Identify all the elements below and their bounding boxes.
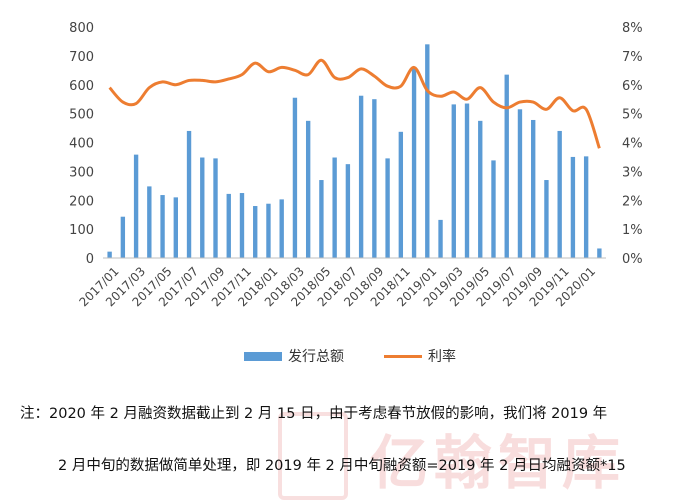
bar xyxy=(358,95,364,258)
bar xyxy=(597,248,602,258)
bar xyxy=(557,130,562,258)
y-left-tick-label: 500 xyxy=(69,108,94,123)
bar xyxy=(345,164,351,258)
bar xyxy=(398,131,404,258)
bar xyxy=(305,120,311,258)
y-left-tick-label: 800 xyxy=(69,21,94,36)
bar xyxy=(504,74,509,258)
note-line-2: 2 月中旬的数据做简单处理，即 2019 年 2 月中旬融资额=2019 年 2… xyxy=(58,458,626,474)
bar xyxy=(120,216,126,258)
legend-label-line: 利率 xyxy=(428,349,456,365)
bar xyxy=(464,103,470,258)
y-right-tick-label: 0% xyxy=(622,252,643,267)
bar xyxy=(332,157,337,258)
bar xyxy=(200,157,205,258)
bar xyxy=(425,44,430,259)
bar xyxy=(239,193,245,258)
bar xyxy=(186,130,192,258)
y-left-tick-label: 600 xyxy=(69,79,94,94)
bar xyxy=(253,206,258,258)
legend-swatch-line xyxy=(384,354,422,358)
y-right-tick-label: 7% xyxy=(622,50,643,65)
y-right-tick-label: 5% xyxy=(622,108,643,123)
bar xyxy=(544,180,549,258)
y-right-tick-label: 1% xyxy=(622,223,643,238)
bar xyxy=(292,97,298,259)
legend-swatch-bar xyxy=(244,351,282,361)
legend: 发行总额 利率 xyxy=(0,346,700,366)
y-left-tick-label: 400 xyxy=(69,137,94,152)
bar xyxy=(385,158,390,258)
y-right-tick-label: 4% xyxy=(622,137,643,152)
line-series xyxy=(108,58,601,149)
bar xyxy=(133,154,139,258)
chart: 0 100 200 300 400 500 600 700 800 0% 1% 2% 3% 4% 5% 6%… xyxy=(69,21,643,309)
y-right-tick-label: 6% xyxy=(622,79,643,94)
y-left-tick-label: 300 xyxy=(69,165,94,180)
bar xyxy=(491,160,496,258)
bar xyxy=(107,251,112,258)
bar xyxy=(531,119,536,258)
legend-item-line: 利率 xyxy=(384,346,456,366)
legend-item-bar: 发行总额 xyxy=(244,346,344,366)
bar xyxy=(213,158,218,258)
x-axis-ticks: 2017/012017/032017/052017/072017/092017/… xyxy=(77,264,599,309)
bar xyxy=(173,197,178,258)
y-left-tick-label: 0 xyxy=(86,252,94,267)
bar xyxy=(478,120,483,258)
y-right-tick-label: 8% xyxy=(622,21,643,36)
note-line-1: 注：2020 年 2 月融资数据截止到 2 月 15 日，由于考虑春节放假的影响… xyxy=(20,406,608,422)
y-left-tick-label: 700 xyxy=(69,50,94,65)
bar xyxy=(279,199,284,258)
bar xyxy=(319,180,324,258)
bar xyxy=(226,193,231,258)
bar-series xyxy=(107,44,602,259)
line-path xyxy=(108,58,601,149)
right-axis: 0% 1% 2% 3% 4% 5% 6% 7% 8% xyxy=(622,21,643,267)
bar xyxy=(438,219,443,258)
y-right-tick-label: 2% xyxy=(622,194,643,209)
bar xyxy=(451,104,456,258)
bar xyxy=(411,66,417,258)
bar xyxy=(517,109,523,258)
bar xyxy=(160,195,165,258)
bar xyxy=(266,203,271,258)
bar xyxy=(147,186,152,258)
y-left-tick-label: 100 xyxy=(69,223,94,238)
left-axis: 0 100 200 300 400 500 600 700 800 xyxy=(69,21,94,267)
bar xyxy=(583,156,589,258)
y-left-tick-label: 200 xyxy=(69,194,94,209)
y-right-tick-label: 3% xyxy=(622,165,643,180)
legend-label-bar: 发行总额 xyxy=(288,349,344,365)
bar xyxy=(372,99,377,258)
bar xyxy=(570,156,576,258)
